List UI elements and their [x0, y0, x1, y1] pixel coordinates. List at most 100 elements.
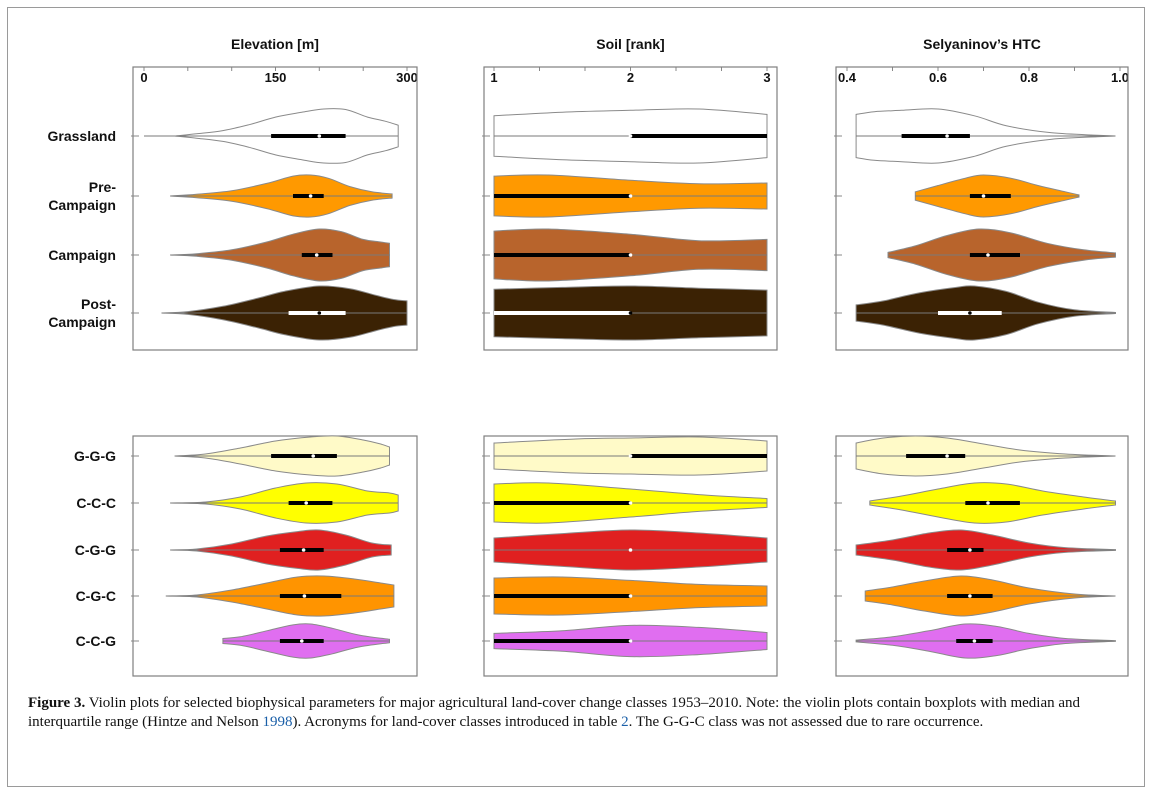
violin-c-g-g-col-2: [834, 529, 1116, 571]
tick-label-elevation-m-0: 0: [140, 70, 147, 85]
median-marker: [311, 454, 316, 458]
category-label-g-g-g: G-G-G: [74, 448, 116, 464]
iqr-box: [279, 548, 324, 552]
iqr-box: [906, 454, 966, 458]
median-marker: [628, 548, 633, 552]
violin-post-campaign-elevation-m: [131, 285, 408, 341]
caption-ref-table[interactable]: 2: [621, 713, 629, 730]
median-marker: [317, 134, 322, 138]
median-marker: [308, 194, 313, 198]
violin-figure: Elevation [m] Soil [rank] Selyaninov’s HTC…: [48, 36, 1129, 677]
tick-label-soil-rank-2: 2: [627, 70, 634, 85]
violin-c-c-g-col-2: [834, 623, 1116, 659]
violin-c-c-c-col-1: [482, 482, 768, 524]
category-label-pre-campaign-line-2: Campaign: [48, 197, 116, 213]
axis-ticks: 0 150 300 1 2 3 0.4 0.6 0.8 1.0: [140, 67, 1129, 85]
median-marker: [628, 639, 633, 643]
figure-frame: [7, 7, 1145, 787]
violin-g-g-g-col-2: [834, 435, 1116, 477]
subplot-title-elevation-m: Elevation [m]: [231, 36, 319, 52]
figure-caption: Figure 3. Violin plots for selected biop…: [28, 694, 1128, 731]
median-marker: [968, 311, 972, 315]
tick-label-selyaninov-s-htc-0-4: 0.4: [838, 70, 857, 85]
iqr-box: [630, 134, 767, 138]
figure-label: Figure 3.: [28, 695, 86, 711]
violin-campaign-elevation-m: [131, 228, 390, 282]
iqr-box: [271, 134, 346, 138]
iqr-box: [494, 594, 631, 598]
category-label-post-campaign-line-2: Campaign: [48, 314, 116, 330]
category-label-c-c-g: C-C-G: [76, 633, 117, 649]
violin-g-g-g-col-1: [482, 436, 768, 476]
median-marker: [945, 454, 949, 458]
violin-c-g-c-col-1: [482, 576, 768, 616]
violin-campaign-selyaninov-s-htc: [834, 228, 1116, 282]
panel-frame-1-0: [132, 435, 418, 677]
median-marker: [628, 311, 633, 315]
violin-c-g-c-col-2: [834, 575, 1116, 617]
median-marker: [981, 194, 986, 198]
median-marker: [986, 253, 990, 257]
iqr-box: [288, 311, 346, 315]
category-label-grassland: Grassland: [48, 128, 116, 144]
category-label-post-campaign-line-1: Post-: [81, 296, 116, 312]
iqr-box: [494, 253, 631, 257]
subplot-titles: Elevation [m] Soil [rank] Selyaninov’s HTC: [231, 36, 1041, 52]
median-marker: [302, 594, 307, 598]
iqr-box: [494, 501, 631, 505]
violin-pre-campaign-soil-rank: [482, 174, 768, 218]
violin-grassland-selyaninov-s-htc: [834, 108, 1116, 164]
median-marker: [304, 501, 309, 505]
caption-text-1: Violin plots for selected biophysical pa…: [28, 695, 1081, 730]
iqr-box: [947, 548, 984, 552]
violin-c-g-g-col-1: [482, 529, 768, 571]
iqr-box: [494, 311, 631, 315]
tick-label-elevation-m-300: 300: [396, 70, 418, 85]
median-marker: [968, 548, 972, 552]
violin-c-c-c-col-0: [131, 482, 399, 524]
panel-frame-1-2: [835, 435, 1129, 677]
caption-ref-year[interactable]: 1998: [262, 713, 293, 730]
median-marker: [972, 639, 977, 643]
violin-grassland-soil-rank: [482, 108, 768, 164]
violin-grassland-elevation-m: [131, 108, 399, 164]
median-marker: [300, 639, 304, 643]
subplot-title-selyaninov-s-htc: Selyaninov’s HTC: [923, 36, 1041, 52]
median-marker: [986, 501, 990, 505]
tick-label-elevation-m-150: 150: [265, 70, 287, 85]
violin-c-g-g-col-0: [131, 529, 392, 571]
violins: [131, 108, 1116, 659]
iqr-box: [969, 194, 1011, 198]
caption-text-2: ). Acronyms for land-cover classes intro…: [292, 713, 622, 730]
category-labels: Grassland Pre- Campaign Campaign Post- Campai…: [48, 128, 117, 649]
median-marker: [628, 454, 633, 458]
median-marker: [301, 548, 306, 552]
iqr-box: [965, 501, 1020, 505]
subplot-title-soil-rank: Soil [rank]: [596, 36, 664, 52]
iqr-box: [901, 134, 970, 138]
category-label-pre-campaign-line-1: Pre-: [89, 179, 117, 195]
median-marker: [628, 594, 633, 598]
median-marker: [628, 501, 633, 505]
panel-frame-0-0: [132, 66, 418, 351]
median-marker: [968, 594, 972, 598]
tick-label-selyaninov-s-htc-0-8: 0.8: [1020, 70, 1038, 85]
median-marker: [314, 253, 319, 257]
violin-post-campaign-soil-rank: [482, 285, 768, 341]
violin-c-g-c-col-0: [131, 575, 395, 617]
category-label-c-g-g: C-G-G: [75, 542, 116, 558]
median-marker: [628, 194, 633, 198]
violin-c-c-g-col-0: [131, 623, 390, 659]
tick-label-soil-rank-1: 1: [490, 70, 497, 85]
tick-label-soil-rank-3: 3: [763, 70, 770, 85]
iqr-box: [630, 454, 767, 458]
violin-campaign-soil-rank: [482, 228, 768, 282]
iqr-box: [271, 454, 337, 458]
iqr-box: [288, 501, 333, 505]
violin-pre-campaign-selyaninov-s-htc: [834, 174, 1080, 218]
panel-frame-0-2: [835, 66, 1129, 351]
category-label-c-g-c: C-G-C: [76, 588, 116, 604]
panel-frame-0-1: [483, 66, 778, 351]
panel-frame-1-1: [483, 435, 778, 677]
iqr-box: [293, 194, 324, 198]
